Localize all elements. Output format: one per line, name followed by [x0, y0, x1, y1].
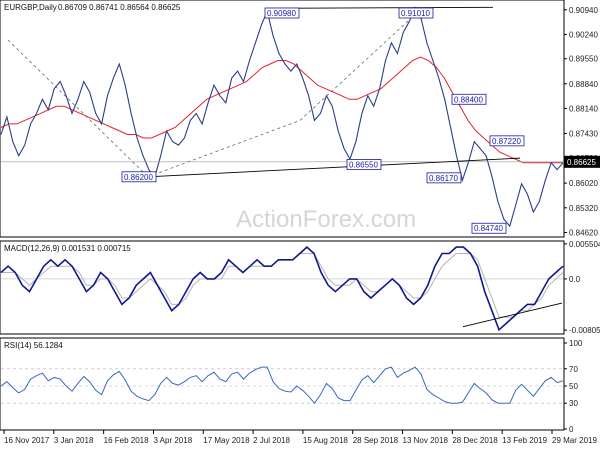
current-price-box — [564, 155, 600, 168]
x-tick-label-6: 15 Aug 2018 — [303, 436, 348, 445]
rsi-y-axis: 100 70 50 30 0 — [1, 339, 583, 434]
level-label-7: 0.84740 — [474, 224, 503, 233]
macd-trendline — [462, 302, 563, 328]
rsi-panel — [0, 337, 565, 431]
support-trendline — [147, 157, 521, 178]
current-price-label: 0.86625 — [567, 158, 596, 167]
level-box-0 — [121, 171, 157, 183]
symbol-label: EURGBP,Daily — [4, 3, 57, 12]
rsi-series-layer — [0, 366, 564, 405]
level-label-0: 0.86200 — [124, 173, 153, 182]
rsi-label: RSI(14) 56.1284 — [4, 341, 63, 350]
x-tick-label-0: 16 Nov 2017 — [4, 436, 50, 445]
level-box-3 — [346, 159, 382, 170]
x-tick-label-8: 13 Nov 2018 — [403, 436, 449, 445]
ohlc-values: 0.86709 0.86741 0.86564 0.86625 — [58, 3, 181, 12]
macd-tick-label-2: -0.00805 — [569, 326, 600, 335]
x-tick-label-9: 28 Dec 2018 — [452, 436, 498, 445]
level-label-4: 0.86170 — [429, 174, 458, 183]
x-tick-label-2: 16 Feb 2018 — [104, 436, 149, 445]
level-box-6 — [489, 135, 525, 147]
rsi-tick-label-0: 100 — [569, 339, 583, 348]
level-box-7 — [471, 222, 507, 234]
x-axis: 16 Nov 2017 3 Jan 2018 16 Feb 2018 3 Apr 20… — [3, 430, 597, 445]
level-box-4 — [426, 172, 462, 184]
price-tick-label-4: 0.88140 — [569, 104, 598, 113]
level-box-1 — [264, 7, 300, 19]
rsi-line — [0, 366, 564, 405]
rsi-tick-label-3: 30 — [569, 399, 578, 408]
level-label-3: 0.86550 — [349, 160, 378, 169]
price-tick-label-7: 0.86020 — [569, 179, 598, 188]
macd-series-layer — [0, 246, 564, 332]
price-y-axis: 0.90940 0.90240 0.89550 0.88840 0.88140 0.874… — [564, 6, 598, 237]
x-tick-label-4: 17 May 2018 — [203, 436, 250, 445]
level-label-1: 0.90980 — [267, 9, 296, 18]
rsi-tick-label-4: 0 — [569, 425, 574, 434]
rsi-tick-label-1: 70 — [569, 365, 578, 374]
price-series-layer: 0.86625 — [0, 6, 600, 228]
price-panel — [0, 0, 565, 238]
x-tick-label-11: 29 Mar 2019 — [552, 436, 597, 445]
price-tick-label-5: 0.87430 — [569, 129, 598, 138]
level-box-5 — [451, 93, 487, 105]
price-tick-label-1: 0.90240 — [569, 30, 598, 39]
price-annotations: 0.86200 0.90980 0.91010 0.86550 0.86170 0.884… — [7, 6, 525, 234]
price-tick-label-3: 0.88840 — [569, 80, 598, 89]
watermark: ActionForex.com — [236, 206, 416, 233]
dashed-trendline-1 — [7, 39, 149, 178]
resistance-trendline — [267, 6, 494, 9]
price-tick-label-2: 0.89550 — [569, 55, 598, 64]
x-tick-label-3: 3 Apr 2018 — [153, 436, 192, 445]
x-tick-label-5: 2 Jul 2018 — [253, 436, 290, 445]
macd-y-axis: 0.005504 0.0 -0.00805 — [564, 240, 600, 335]
moving-average-line — [0, 56, 563, 164]
level-label-5: 0.88400 — [454, 95, 483, 104]
rsi-tick-label-2: 50 — [569, 382, 578, 391]
price-tick-label-9: 0.84620 — [569, 228, 598, 237]
price-line — [0, 6, 564, 228]
x-tick-label-1: 3 Jan 2018 — [54, 436, 94, 445]
level-label-2: 0.91010 — [401, 9, 430, 18]
x-tick-label-7: 28 Sep 2018 — [353, 436, 399, 445]
x-tick-label-10: 13 Feb 2019 — [502, 436, 547, 445]
macd-tick-label-0: 0.005504 — [569, 240, 600, 249]
price-tick-label-0: 0.90940 — [569, 6, 598, 15]
macd-label: MACD(12,26,9) 0.001531 0.000715 — [4, 244, 131, 253]
level-label-6: 0.87220 — [492, 137, 521, 146]
dashed-trendline-3 — [299, 7, 424, 121]
price-tick-label-8: 0.85320 — [569, 204, 598, 213]
macd-line — [0, 246, 564, 332]
level-box-2 — [398, 7, 434, 19]
macd-tick-label-1: 0.0 — [569, 275, 581, 284]
macd-panel — [0, 240, 565, 335]
